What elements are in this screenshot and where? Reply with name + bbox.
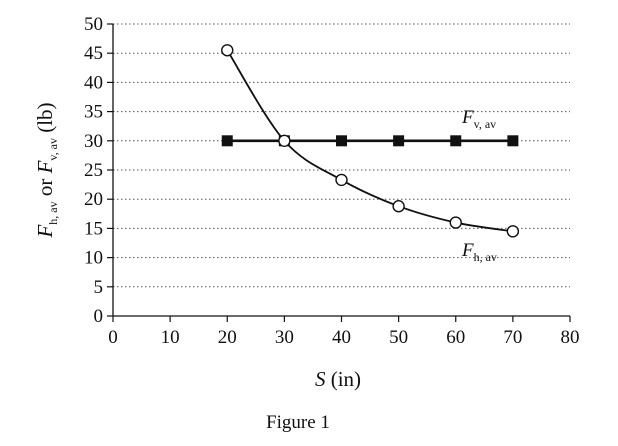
x-tick-label-20: 20 xyxy=(218,327,237,348)
x-tick-label-60: 60 xyxy=(446,327,465,348)
gridlines xyxy=(113,23,570,288)
x-tick-label-10: 10 xyxy=(161,327,180,348)
x-tick-label-40: 40 xyxy=(332,327,351,348)
y-tick-label-15: 15 xyxy=(84,218,103,239)
point-s0-x70 xyxy=(507,135,519,147)
axes xyxy=(107,23,571,322)
x-tick-label-70: 70 xyxy=(503,327,522,348)
point-s0-x60 xyxy=(450,135,462,147)
y-tick-label-40: 40 xyxy=(84,72,103,93)
y-tick-label-30: 30 xyxy=(84,131,103,152)
point-s1-x20 xyxy=(221,44,234,57)
series-label-fv-av: Fv, av xyxy=(461,107,496,131)
point-s1-x50 xyxy=(392,200,405,213)
y-axis-title: Fh, av or Fv, av (lb) xyxy=(33,102,60,238)
point-s0-x20 xyxy=(221,135,233,147)
figure-caption: Figure 1 xyxy=(266,412,330,433)
x-tick-label-30: 30 xyxy=(275,327,294,348)
tick-labels: 0 5 10 15 20 25 30 35 40 45 50 0 10 20 30 40 50 60 70 80 xyxy=(84,14,580,348)
y-tick-label-50: 50 xyxy=(84,14,103,35)
y-tick-label-5: 5 xyxy=(94,277,104,298)
x-tick-label-80: 80 xyxy=(561,327,580,348)
point-s0-x40 xyxy=(336,135,347,147)
y-tick-label-25: 25 xyxy=(84,160,103,181)
point-s1-x40 xyxy=(335,173,348,187)
y-tick-label-10: 10 xyxy=(84,248,103,269)
point-s1-x30 xyxy=(278,134,291,148)
point-s1-x70 xyxy=(506,225,520,238)
point-s0-x50 xyxy=(393,135,405,147)
x-axis-title: S (in) xyxy=(315,367,361,391)
y-tick-label-35: 35 xyxy=(84,102,103,123)
x-tick-label-50: 50 xyxy=(389,327,408,348)
y-tick-label-20: 20 xyxy=(84,189,103,210)
y-tick-label-45: 45 xyxy=(84,43,103,64)
series-layer xyxy=(221,44,520,238)
y-tick-label-0: 0 xyxy=(94,306,104,327)
point-s1-x60 xyxy=(449,216,462,229)
series-label-fh-av: Fh, av xyxy=(461,240,497,264)
x-tick-label-0: 0 xyxy=(108,327,118,348)
